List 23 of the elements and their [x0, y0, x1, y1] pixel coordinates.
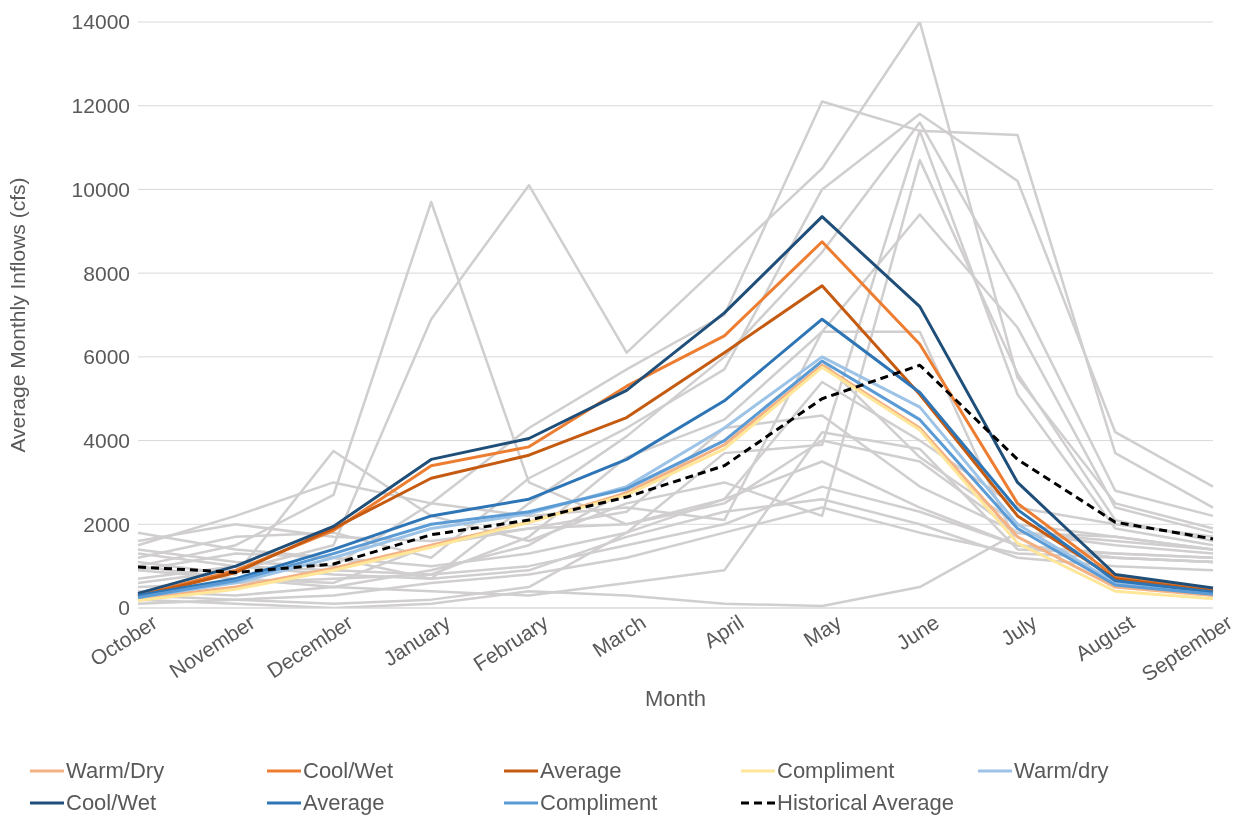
y-tick-label: 4000 [83, 429, 130, 453]
legend-label: Average [303, 790, 385, 816]
x-tick-label: June [892, 610, 943, 655]
y-axis-title: Average Monthly Inflows (cfs) [6, 177, 30, 453]
legend-label: Cool/Wet [66, 790, 157, 816]
y-tick-label: 2000 [83, 512, 130, 536]
y-tick-label: 12000 [71, 94, 130, 118]
y-tick-label: 6000 [83, 345, 130, 369]
legend-label: Compliment [777, 758, 895, 784]
legend-label: Warm/dry [1014, 758, 1109, 784]
legend-label: Average [540, 758, 622, 784]
x-tick-label: May [799, 610, 846, 652]
legend-label: Historical Average [777, 790, 954, 816]
y-tick-label: 0 [118, 596, 130, 620]
legend-label: Cool/Wet [303, 758, 394, 784]
x-tick-label: July [996, 610, 1042, 650]
y-tick-label: 14000 [71, 10, 130, 34]
x-axis-title: Month [644, 686, 707, 711]
legend-label: Warm/Dry [66, 758, 165, 784]
y-tick-label: 10000 [71, 177, 130, 201]
y-tick-label: 8000 [83, 261, 130, 285]
legend-label: Compliment [540, 790, 658, 816]
x-tick-label: April [699, 610, 748, 653]
